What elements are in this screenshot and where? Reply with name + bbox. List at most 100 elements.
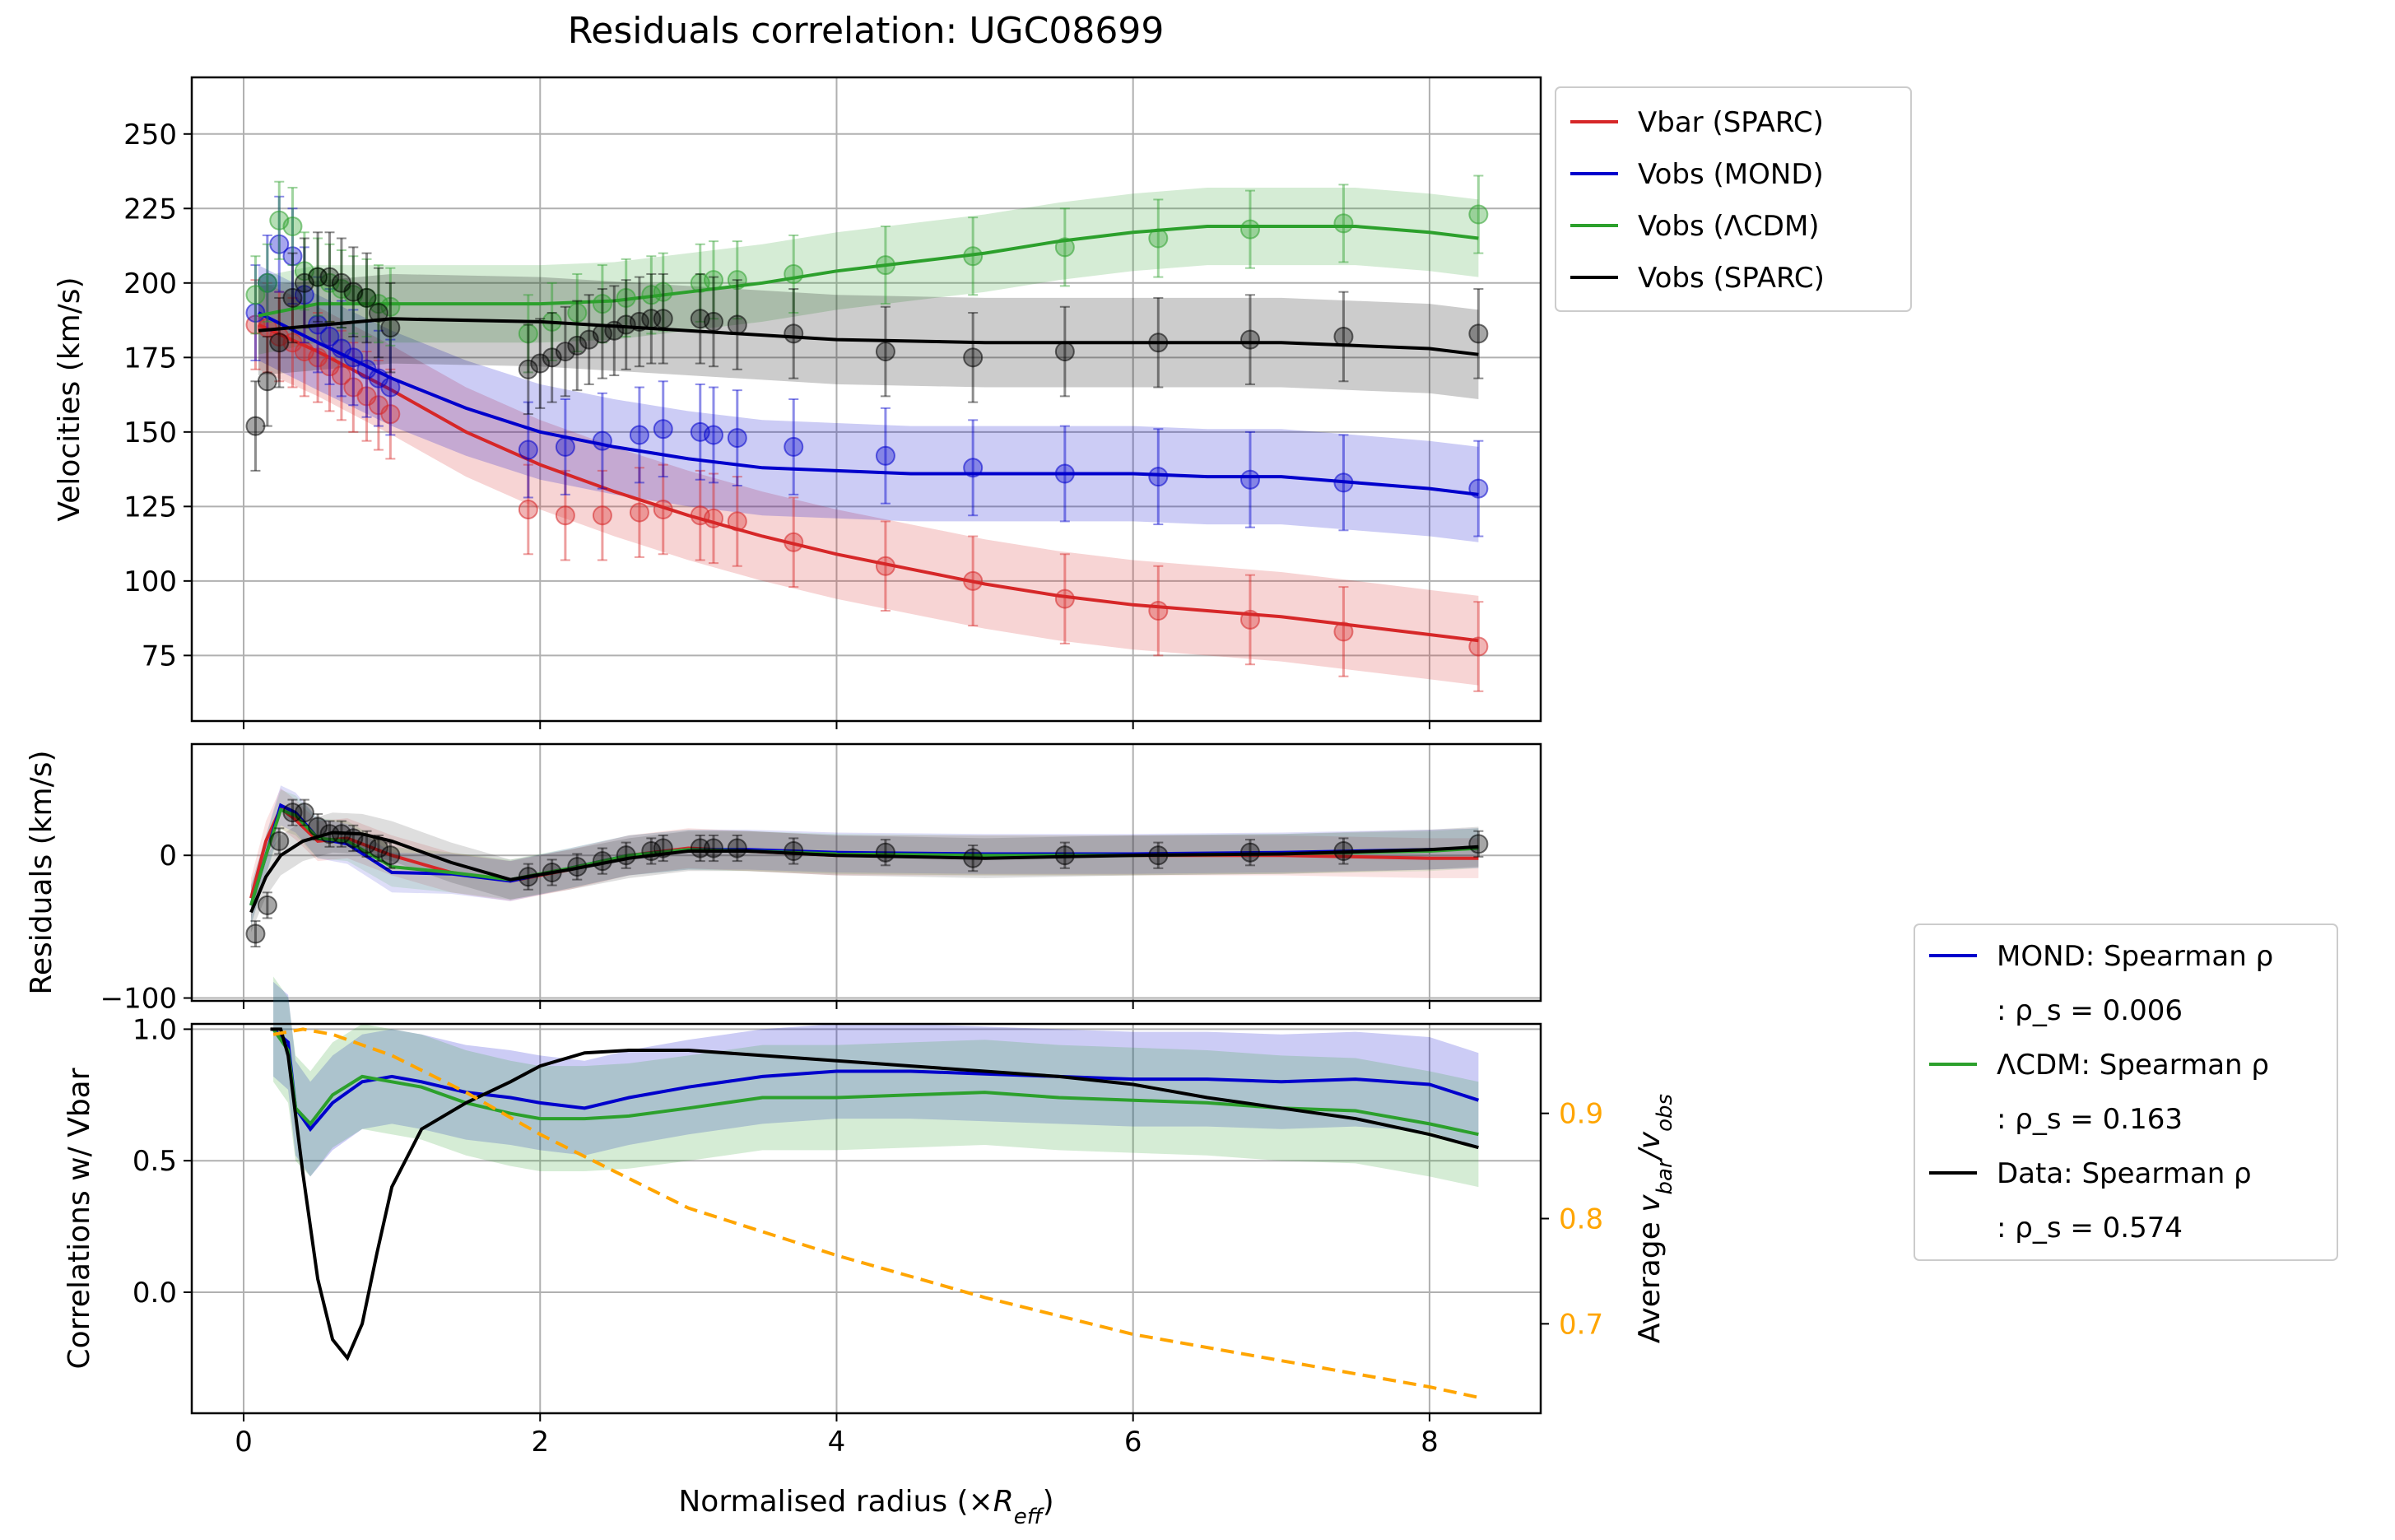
vobs-sparc-point — [1468, 834, 1489, 854]
correlations-panel: 0 2 4 6 8 0.0 0.5 1.0 0.7 0.8 0.9 Correlations w/ … — [63, 976, 1677, 1529]
residuals-panel: −100 0 Residuals (km/s) — [25, 742, 1542, 1016]
residuals-marks — [245, 798, 1489, 948]
residuals-frame — [190, 742, 1542, 1003]
vobs-sparc-point — [269, 830, 290, 851]
vobs-sparc-point — [1468, 323, 1489, 344]
velocities-frame — [190, 76, 1542, 723]
vobs-sparc-point — [616, 845, 636, 866]
velocities-ytick-label: 225 — [123, 193, 177, 226]
vobs-cdm-point — [592, 294, 612, 314]
vobs-sparc-point — [245, 924, 266, 944]
correlations-marks — [270, 1027, 1480, 1399]
vobs-sparc-point — [518, 359, 538, 379]
vobs-mond-point — [875, 445, 895, 466]
x-tick-label: 6 — [1124, 1426, 1142, 1459]
vobs-sparc-point — [380, 845, 401, 866]
vobs-cdm-point — [245, 285, 266, 305]
vobs-sparc-point — [319, 267, 340, 287]
vobs-mond-point — [319, 326, 340, 347]
velocities-ytick-label: 200 — [123, 268, 177, 300]
legend-stat-data-spearman: : ρ_s = 0.574 — [1997, 1212, 2183, 1245]
vobs-sparc-point — [727, 314, 747, 335]
correlations-ytick-label: 1.0 — [133, 1013, 177, 1046]
vobs-mond-point — [555, 436, 575, 457]
vobs-sparc-point — [690, 838, 710, 858]
correlations-bands — [273, 976, 1479, 1188]
velocities-legend: Vbar (SPARC) Vobs (MOND) Vobs (ΛCDM) Vobs (… — [1555, 86, 1912, 312]
vbar-sparc-point — [331, 365, 351, 386]
velocities-ylabel: Velocities (km/s) — [53, 277, 86, 521]
vobs-mond-point — [282, 246, 303, 267]
correlations-ytick-label: 0.5 — [133, 1145, 177, 1178]
vobs-mond-point — [1148, 467, 1169, 487]
correlations-ylabel: Correlations w/ Vbar — [63, 1068, 96, 1369]
vobs-sparc-point — [269, 333, 290, 353]
vobs-sparc-point — [567, 335, 588, 356]
vobs-sparc-line — [249, 830, 1479, 914]
vobs-mond-point — [653, 419, 673, 440]
vobs-sparc-point — [294, 803, 314, 823]
vobs-cdm-point — [257, 272, 277, 293]
vbar-sparc-point — [518, 499, 538, 519]
legend-label-mond-spearman: MOND: Spearman ρ — [1997, 940, 2273, 973]
correlations-y2label: Average vbar/vobs — [1633, 1094, 1677, 1343]
velocities-ytick-label: 100 — [123, 565, 177, 598]
velocities-panel: 75 100 125 150 175 200 225 250 Velocities (km/s… — [53, 76, 1542, 729]
vbar-sparc-point — [1148, 601, 1169, 621]
vobs-sparc-point — [963, 347, 984, 368]
vobs-sparc-point — [784, 323, 804, 344]
vobs-mond-point — [518, 440, 538, 460]
vobs-cdm-point — [1239, 219, 1260, 240]
vbar-sparc-point — [592, 505, 612, 526]
vobs-sparc-point — [368, 303, 388, 323]
velocities-ytick-label: 250 — [123, 119, 177, 151]
vbar-sparc-band — [258, 280, 1479, 686]
x-axis-label: Normalised radius (×Reff) — [678, 1485, 1053, 1529]
vobs-mond-point — [629, 425, 649, 445]
legend-label-cdm-spearman: ΛCDM: Spearman ρ — [1997, 1049, 2269, 1082]
velocities-ytick-label: 75 — [142, 640, 177, 672]
mond-spearman-band — [273, 981, 1479, 1177]
right-ytick-label: 0.8 — [1559, 1203, 1603, 1236]
legend-label-vobs-sparc: Vobs (SPARC) — [1638, 262, 1825, 295]
legend-stat-cdm-spearman: : ρ_s = 0.163 — [1997, 1103, 2183, 1136]
vobs-cdm-line — [258, 225, 1479, 318]
vobs-sparc-point — [257, 895, 277, 915]
vobs-sparc-point — [703, 838, 723, 858]
vobs-sparc-point — [727, 838, 747, 858]
vbar-sparc-point — [1468, 636, 1489, 657]
vobs-cdm-point — [282, 216, 303, 237]
vobs-sparc-band — [258, 273, 1479, 399]
residuals-ylabel: Residuals (km/s) — [25, 750, 58, 994]
vobs-cdm-point — [1468, 204, 1489, 225]
average-v-bar-v-obs-line — [272, 1027, 1479, 1399]
velocities-grid — [192, 77, 1541, 721]
vobs-sparc-point — [530, 353, 551, 374]
right-ytick-label: 0.9 — [1559, 1098, 1603, 1131]
velocities-ytick-label: 175 — [123, 342, 177, 375]
velocities-ticks: 75 100 125 150 175 200 225 250 — [123, 119, 1430, 729]
velocities-marks — [245, 174, 1489, 692]
right-ytick-label: 0.7 — [1559, 1308, 1603, 1341]
x-tick-label: 4 — [828, 1426, 846, 1459]
legend-stat-mond-spearman: : ρ_s = 0.006 — [1997, 994, 2183, 1027]
vobs-mond-line — [258, 311, 1479, 496]
vbar-sparc-point — [629, 502, 649, 523]
legend-label-vbar-sparc: Vbar (SPARC) — [1638, 106, 1824, 139]
cdm-spearman-band — [273, 976, 1479, 1188]
cdm-spearman-line — [272, 1028, 1479, 1137]
correlations-ticks: 0 2 4 6 8 0.0 0.5 1.0 0.7 0.8 0.9 — [133, 1013, 1603, 1459]
vobs-sparc-point — [1239, 329, 1260, 350]
chart-title: Residuals correlation: UGC08699 — [568, 10, 1165, 52]
vobs-mond-point — [784, 436, 804, 457]
vobs-sparc-point — [282, 287, 303, 308]
vobs-sparc-point — [257, 371, 277, 392]
vobs-cdm-point — [331, 279, 351, 300]
x-tick-label: 8 — [1421, 1426, 1439, 1459]
residuals-ticks: −100 0 — [100, 840, 1430, 1016]
vobs-mond-point — [269, 234, 290, 254]
vbar-sparc-point — [555, 505, 575, 526]
vobs-cdm-point — [1333, 213, 1354, 234]
